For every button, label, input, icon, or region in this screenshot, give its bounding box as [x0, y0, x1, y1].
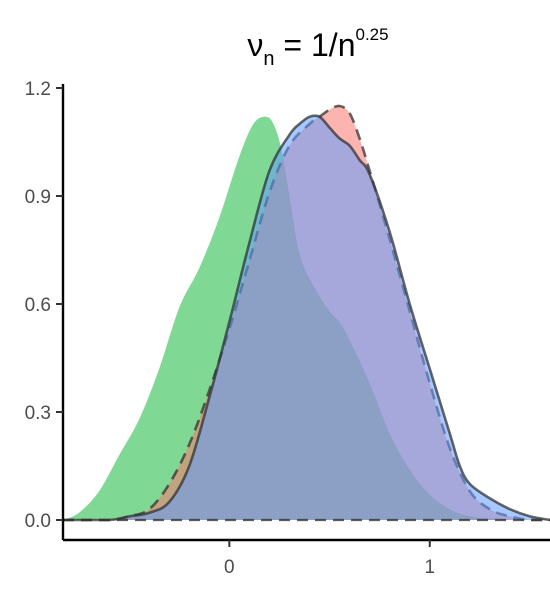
y-tick-label-0: 0.0 — [25, 511, 51, 532]
density-outline-3 — [63, 114, 550, 522]
chart-title: νn = 1/n0.25 — [247, 25, 388, 70]
title-subscript: n — [263, 48, 274, 70]
x-tick-label-1: 1 — [424, 557, 435, 578]
y-tick-label-3: 0.9 — [25, 187, 51, 208]
axes-layer: 0.0 0.3 0.6 0.9 1.2 0 1 — [25, 79, 550, 578]
density-area-3 — [63, 115, 550, 520]
y-tick-label-2: 0.6 — [25, 295, 51, 316]
title-symbol: ν — [247, 27, 263, 63]
y-tick-label-4: 1.2 — [25, 79, 51, 100]
title-middle: = 1/n — [275, 27, 356, 63]
y-tick-label-1: 0.3 — [25, 403, 51, 424]
x-tick-label-0: 0 — [224, 557, 235, 578]
series-layer — [63, 104, 550, 522]
title-superscript: 0.25 — [355, 25, 388, 44]
